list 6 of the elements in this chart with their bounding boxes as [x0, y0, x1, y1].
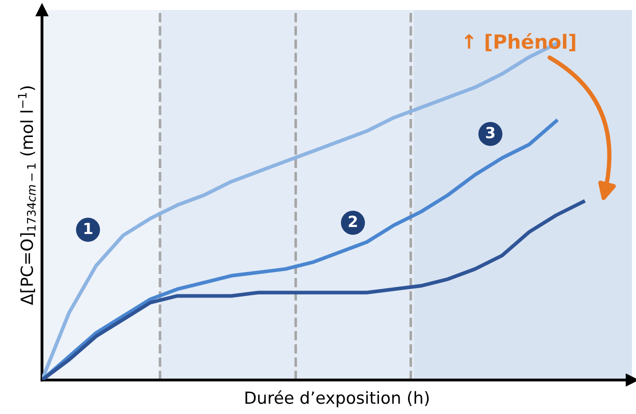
annotation: 3 [486, 126, 494, 138]
y-axis-title: Δ[PC=O]$_{1734cm−1}$ (mol l$^{−1}$) [18, 86, 36, 305]
annotation: 2 [348, 216, 357, 227]
annotation: 1 [84, 222, 92, 234]
x-axis-title: Durée d’exposition (h) [246, 390, 429, 408]
annotation: ↑ [Phénol] [464, 33, 576, 52]
